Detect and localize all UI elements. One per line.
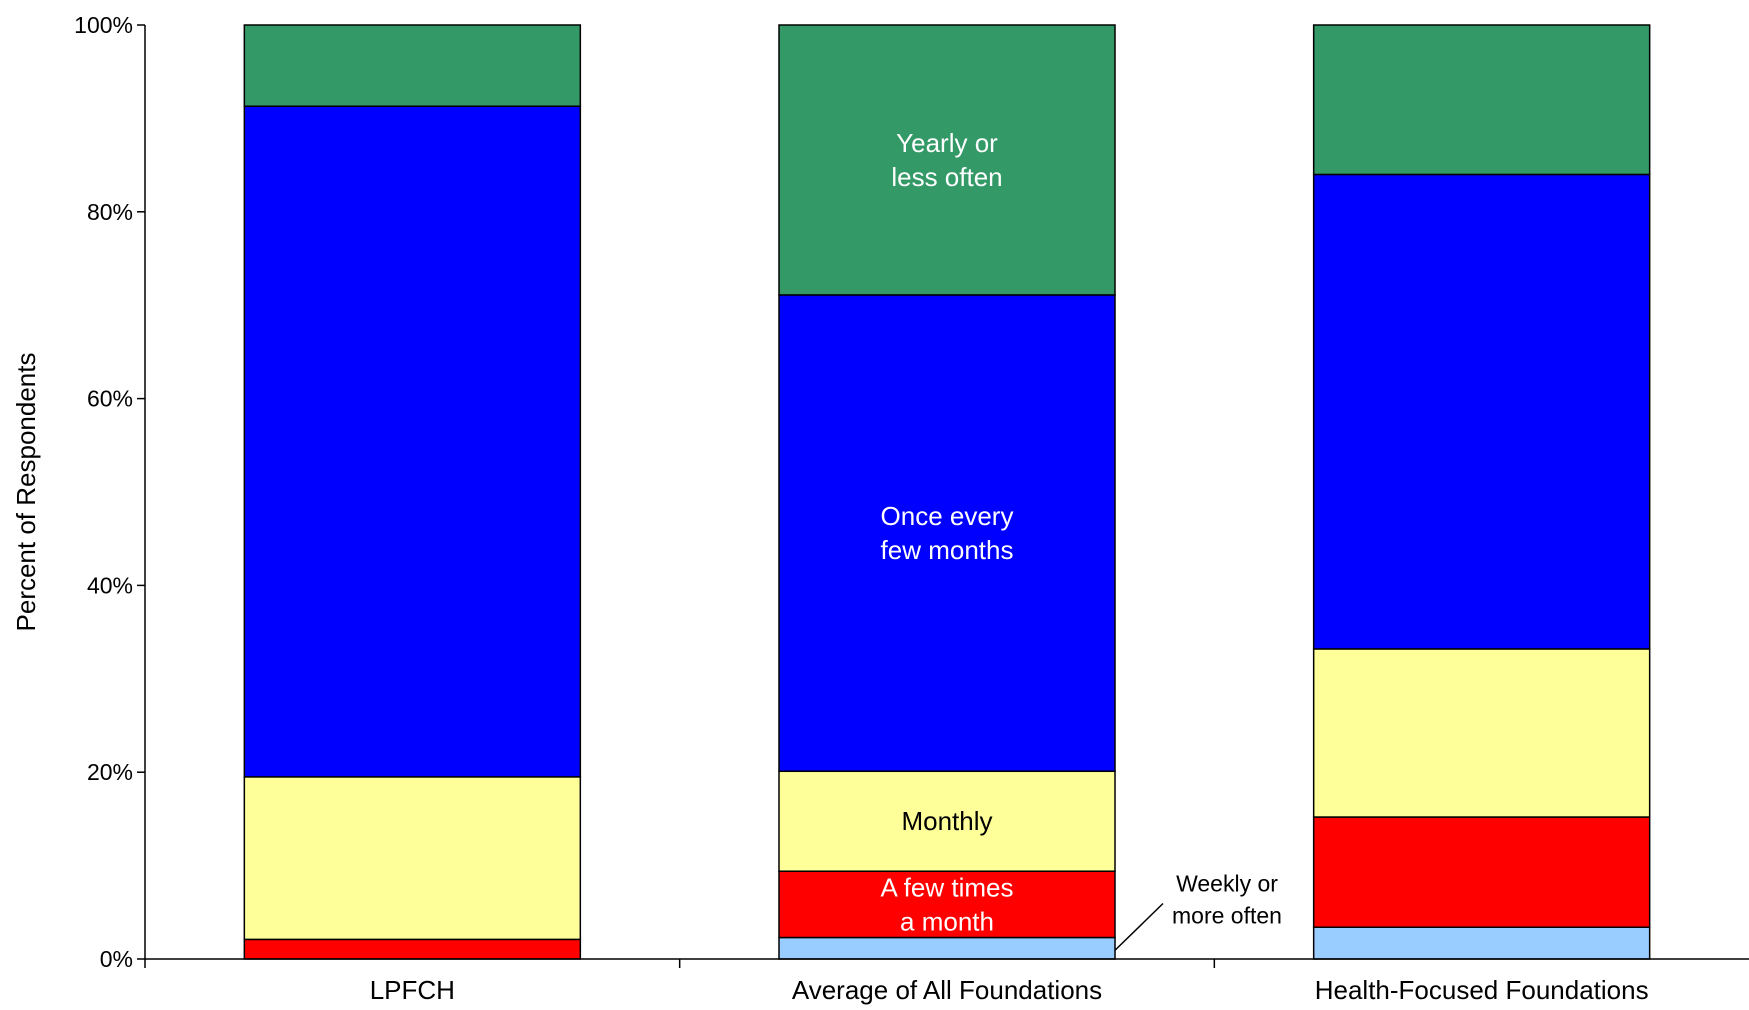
bar-segment-health-focused-foundations-once-every-few-months <box>1312 173 1651 650</box>
data-label-once-every-few-months: Once every <box>881 501 1014 531</box>
x-tick-label-health-focused-foundations: Health-Focused Foundations <box>1315 975 1649 1005</box>
data-label-yearly-or-less-often: Yearly or <box>896 128 998 158</box>
bar-segment-lpfch-once-every-few-months <box>243 105 582 778</box>
y-axis-title: Percent of Respondents <box>11 353 41 632</box>
y-tick-label: 20% <box>87 759 133 785</box>
x-tick-label-average-of-all-foundations: Average of All Foundations <box>792 975 1102 1005</box>
y-tick-label: 40% <box>87 572 133 598</box>
y-tick-label: 0% <box>100 946 133 972</box>
bar-segment-average-of-all-foundations-once-every-few-months <box>778 294 1116 773</box>
y-tick-label: 80% <box>87 199 133 225</box>
bar-segment-average-of-all-foundations-a-few-times-a-month <box>778 870 1116 939</box>
bar-segment-average-of-all-foundations-weekly-or-more-often <box>778 936 1116 960</box>
data-label-yearly-or-less-often: less often <box>891 162 1002 192</box>
bar-segment-average-of-all-foundations-monthly <box>778 770 1116 872</box>
bar-segment-health-focused-foundations-weekly-or-more-often <box>1312 926 1651 960</box>
x-tick-label-lpfch: LPFCH <box>370 975 455 1005</box>
bar-segment-average-of-all-foundations-yearly-or-less-often <box>778 24 1116 296</box>
data-label-a-few-times-a-month: A few times <box>881 872 1014 902</box>
y-tick-label: 100% <box>74 12 133 38</box>
bar-segment-lpfch-yearly-or-less-often <box>243 24 582 108</box>
bar-segment-health-focused-foundations-monthly <box>1312 648 1651 818</box>
data-label-once-every-few-months: few months <box>881 535 1014 565</box>
bar-segment-health-focused-foundations-yearly-or-less-often <box>1312 24 1651 176</box>
data-label-monthly: Monthly <box>901 806 992 836</box>
bar-segment-lpfch-monthly <box>243 776 582 941</box>
data-label-a-few-times-a-month: a month <box>900 906 994 936</box>
bar-segment-lpfch-a-few-times-a-month <box>243 938 582 960</box>
data-label-weekly-or-more-often: more often <box>1172 903 1282 929</box>
bar-segment-health-focused-foundations-a-few-times-a-month <box>1312 816 1651 928</box>
data-label-weekly-or-more-often: Weekly or <box>1176 871 1278 897</box>
callout-leader-line <box>1114 902 1164 951</box>
y-tick-label: 60% <box>87 386 133 412</box>
